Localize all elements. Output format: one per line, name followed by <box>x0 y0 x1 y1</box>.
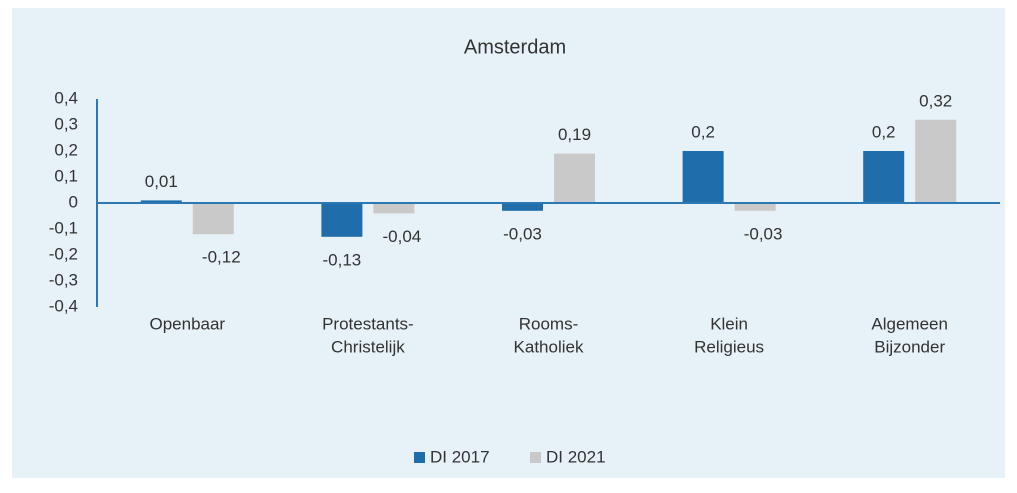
data-label: -0,03 <box>503 224 542 243</box>
y-tick-label: -0,2 <box>49 244 78 263</box>
data-label: -0,12 <box>202 248 241 267</box>
x-tick-label: Protestants- <box>322 314 414 333</box>
x-tick-label: Openbaar <box>149 314 225 333</box>
y-tick-label: 0,2 <box>54 140 78 159</box>
x-tick-label: Rooms- <box>519 314 579 333</box>
data-label: 0,2 <box>872 122 896 141</box>
x-tick-label: Klein <box>710 314 748 333</box>
legend-swatch <box>414 452 425 463</box>
data-label: 0,2 <box>691 122 715 141</box>
y-tick-label: 0,4 <box>54 88 78 107</box>
x-tick-label: Religieus <box>694 337 764 356</box>
bar <box>554 153 595 203</box>
bar <box>373 203 415 214</box>
data-label: 0,01 <box>145 172 178 191</box>
data-label: -0,04 <box>383 227 422 246</box>
y-tick-label: -0,3 <box>49 270 78 289</box>
y-tick-label: -0,1 <box>49 218 78 237</box>
bar <box>734 203 776 211</box>
bar <box>192 203 234 235</box>
data-label: -0,03 <box>744 224 783 243</box>
x-tick-label: Katholiek <box>514 337 584 356</box>
y-tick-label: 0,3 <box>54 114 78 133</box>
y-tick-label: -0,4 <box>49 296 78 315</box>
chart-background <box>12 8 1005 478</box>
x-tick-label: Algemeen <box>871 314 948 333</box>
bar <box>140 200 182 203</box>
data-label: 0,19 <box>558 125 591 144</box>
data-label: -0,13 <box>323 250 362 269</box>
y-tick-label: 0,1 <box>54 166 78 185</box>
x-tick-label: Christelijk <box>331 337 405 356</box>
legend-swatch <box>530 452 541 463</box>
chart-title: Amsterdam <box>464 36 566 58</box>
y-tick-label: 0 <box>69 192 78 211</box>
legend-label: DI 2021 <box>546 447 606 466</box>
bar <box>682 151 724 203</box>
legend-label: DI 2017 <box>430 447 490 466</box>
bar <box>502 203 543 211</box>
bar <box>915 119 957 203</box>
bar <box>863 151 905 203</box>
x-tick-label: Bijzonder <box>874 337 945 356</box>
bar <box>321 203 363 237</box>
data-label: 0,32 <box>919 91 952 110</box>
